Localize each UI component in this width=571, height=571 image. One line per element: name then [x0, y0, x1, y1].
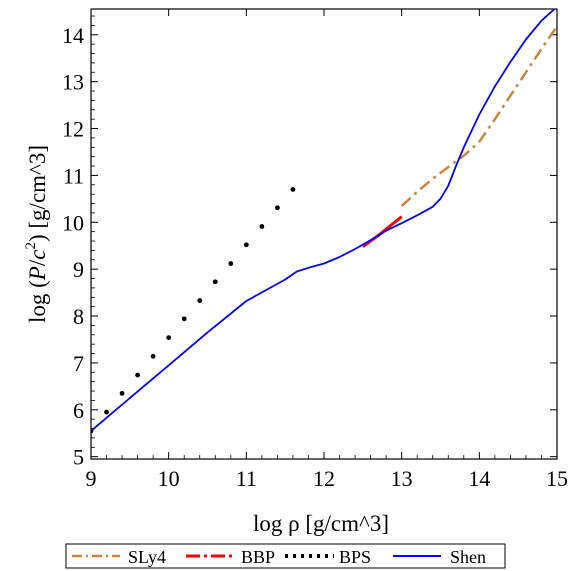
legend-label-bps: BPS — [339, 547, 371, 567]
legend-label-sly4: SLy4 — [128, 547, 166, 567]
x-axis-label: log ρ [g/cm^3] — [253, 511, 389, 536]
series-bps-point — [150, 353, 156, 359]
y-tick-label: 6 — [73, 398, 84, 423]
legend-label-shen: Shen — [450, 547, 486, 567]
series-bps-point — [91, 428, 94, 434]
series-layer — [91, 9, 557, 434]
y-tick-label: 8 — [73, 304, 84, 329]
x-tick-label: 9 — [86, 466, 97, 491]
series-bps-point — [166, 335, 172, 340]
y-axis: 5 6 7 8 9 10 11 12 13 14 — [62, 15, 557, 470]
y-axis-label-suffix: ) [g/cm^3] — [25, 145, 50, 242]
y-tick-label: 9 — [73, 257, 84, 282]
series-bps-point — [275, 205, 280, 211]
x-tick-label: 10 — [158, 466, 180, 491]
x-tick-label: 15 — [546, 466, 568, 491]
series-bps-point — [119, 390, 125, 396]
series-bps-point — [228, 261, 234, 266]
series-bps-point — [181, 316, 187, 322]
y-axis-label: log (P/c2) [g/cm^3] — [23, 145, 50, 323]
series-shen-line — [91, 9, 556, 432]
y-axis-label-exp: 2 — [23, 242, 39, 250]
y-tick-label: 13 — [62, 70, 84, 95]
series-bps-point — [197, 298, 203, 303]
x-tick-label: 14 — [468, 466, 490, 491]
legend: SLy4 BBP BPS Shen — [65, 543, 506, 569]
series-sly4-line — [400, 25, 557, 207]
y-tick-label: 10 — [62, 210, 84, 235]
y-tick-label: 5 — [73, 445, 84, 470]
series-bps-point — [104, 409, 109, 415]
y-tick-label: 7 — [73, 351, 84, 376]
y-axis-label-prefix: log ( — [25, 280, 50, 323]
x-tick-label: 12 — [313, 466, 335, 491]
series-bps-point — [259, 224, 265, 229]
series-bps-point — [135, 372, 141, 378]
y-axis-label-p: P — [25, 266, 50, 281]
series-bps-point — [212, 279, 218, 285]
y-axis-label-group: log (P/c2) [g/cm^3] — [23, 145, 50, 323]
x-tick-label: 11 — [236, 466, 257, 491]
y-tick-label: 12 — [62, 117, 84, 142]
legend-label-bbp: BBP — [241, 547, 275, 567]
x-tick-label: 13 — [391, 466, 413, 491]
x-axis: 9 10 11 12 13 14 15 — [86, 9, 568, 491]
y-axis-label-c: c — [25, 250, 50, 260]
series-bps-point — [243, 242, 249, 248]
y-tick-label: 14 — [62, 23, 84, 48]
y-axis-label-slash: / — [25, 259, 50, 266]
plot-frame — [90, 8, 558, 460]
y-tick-label: 11 — [63, 163, 84, 188]
series-bps-point — [290, 187, 296, 192]
